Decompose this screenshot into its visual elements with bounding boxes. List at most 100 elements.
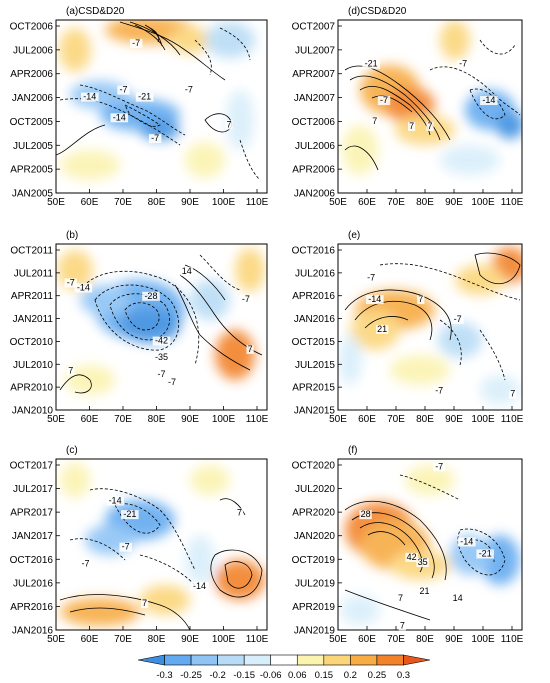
- y-tick-label: JAN2016: [12, 626, 54, 637]
- y-tick-label: JUL2006: [295, 141, 335, 152]
- contour-label-bg: [418, 587, 431, 597]
- contour-label: -7: [459, 59, 467, 69]
- contour-label: 14: [182, 266, 192, 276]
- contour-label: -7: [435, 461, 443, 471]
- contour-label-bg: [246, 344, 254, 354]
- x-tick-label: 80E: [416, 414, 434, 425]
- x-tick-label: 90E: [445, 197, 463, 208]
- y-tick-label: OCT2010: [10, 337, 54, 348]
- y-tick-label: APR2006: [10, 69, 53, 80]
- y-tick-label: APR2011: [11, 291, 54, 302]
- panel-d: [337, 19, 523, 194]
- colorbar-cell: [217, 654, 245, 666]
- contour-label-bg: [74, 283, 93, 293]
- x-tick-label: 80E: [416, 634, 434, 645]
- x-tick-label: 50E: [47, 414, 65, 425]
- contour-label: -7: [151, 133, 159, 143]
- y-tick-label: JUL2020: [295, 484, 335, 495]
- x-tick-label: 110E: [501, 197, 524, 208]
- panel-b-shading: [57, 248, 265, 395]
- panel-d-frame: [337, 19, 523, 194]
- panel-e: [337, 243, 523, 411]
- contour-label-bg: [117, 85, 130, 95]
- y-tick-label: JAN2011: [13, 314, 54, 325]
- y-tick-label: APR2015: [292, 383, 335, 394]
- contour-label: 7: [418, 294, 423, 304]
- y-tick-label: JUL2011: [14, 268, 54, 279]
- y-tick-label: APR2007: [292, 69, 335, 80]
- panel-c-contours: [59, 488, 263, 630]
- contour-label: -7: [367, 273, 375, 283]
- contour-label: -7: [454, 314, 462, 324]
- x-tick-label: 110E: [501, 414, 524, 425]
- contour-label-bg: [182, 85, 196, 95]
- x-tick-label: 70E: [114, 414, 132, 425]
- panel-a-frame: [55, 19, 268, 194]
- contour-label: 21: [377, 324, 387, 334]
- contour-label: 42: [407, 552, 417, 562]
- contour-label: -14: [77, 282, 90, 292]
- contour-label: 7: [398, 593, 403, 603]
- contour-label: -7: [122, 542, 130, 552]
- contour-label: 14: [453, 593, 463, 603]
- contour-label-bg: [119, 542, 132, 552]
- contour-label-bg: [366, 295, 384, 305]
- contour-label-bg: [165, 378, 179, 388]
- y-tick-label: APR2016: [10, 602, 53, 613]
- x-tick-label: 70E: [114, 197, 132, 208]
- contour-label: 7: [142, 598, 147, 608]
- colorbar-cell: [350, 654, 378, 666]
- y-tick-label: OCT2006: [292, 117, 336, 128]
- y-tick-label: JAN2015: [294, 406, 336, 417]
- contour-label: 7: [237, 507, 242, 517]
- y-tick-label: JAN2006: [294, 189, 336, 200]
- y-tick-label: OCT2007: [292, 22, 336, 33]
- x-tick-label: 100E: [471, 414, 495, 425]
- x-tick-label: 100E: [471, 197, 495, 208]
- x-tick-label: 70E: [387, 414, 405, 425]
- panel-label: (f): [348, 445, 357, 456]
- y-tick-label: JUL2016: [295, 268, 335, 279]
- contour-label: 7: [372, 116, 377, 126]
- colorbar-cell: [376, 654, 404, 666]
- y-tick-label: JAN2006: [12, 93, 54, 104]
- colorbar-cell: [270, 654, 298, 666]
- panel-e-shading: [338, 247, 522, 405]
- contour-label: -21: [123, 509, 136, 519]
- contour-label: 28: [361, 509, 371, 519]
- contour-label-bg: [359, 510, 372, 520]
- contour-label-bg: [375, 324, 389, 334]
- contour-label-bg: [79, 559, 92, 569]
- y-tick-label: OCT2019: [292, 555, 336, 566]
- x-tick-label: 100E: [212, 634, 236, 645]
- colorbar-tick-label: 0.25: [368, 670, 387, 681]
- contour-label-bg: [408, 121, 416, 131]
- contour-label-bg: [364, 273, 378, 283]
- contour-label-bg: [155, 369, 168, 379]
- contour-label-bg: [141, 599, 149, 609]
- x-tick-label: 90E: [445, 414, 463, 425]
- contour-label: -7: [185, 85, 193, 95]
- contour-label-bg: [67, 366, 75, 376]
- x-tick-label: 110E: [246, 634, 269, 645]
- colorbar-tick-label: 0.06: [288, 670, 307, 681]
- x-tick-label: 80E: [148, 414, 166, 425]
- contour-label: -7: [157, 369, 165, 379]
- x-tick-label: 90E: [181, 197, 199, 208]
- contour-label-bg: [417, 295, 425, 305]
- contour-label: -42: [155, 336, 168, 346]
- contour-label-bg: [398, 621, 406, 631]
- chart-labels: (a)CSD&D20 50E 60E 70E 80E 90E 100E 110E JAN2005…: [10, 6, 524, 645]
- panel-b-frame: [55, 243, 268, 411]
- panel-b: [55, 243, 268, 411]
- contour-label-bg: [235, 508, 244, 518]
- x-tick-label: 100E: [212, 414, 236, 425]
- contour-label: -35: [155, 352, 168, 362]
- colorbar-tick-label: 0.15: [315, 670, 334, 681]
- colorbar-cell: [243, 654, 272, 666]
- colorbar-cell: [190, 654, 218, 666]
- contour-label-bg: [225, 120, 233, 130]
- contour-label-bg: [106, 496, 124, 506]
- x-tick-label: 90E: [445, 634, 463, 645]
- y-tick-label: JUL2015: [295, 360, 335, 371]
